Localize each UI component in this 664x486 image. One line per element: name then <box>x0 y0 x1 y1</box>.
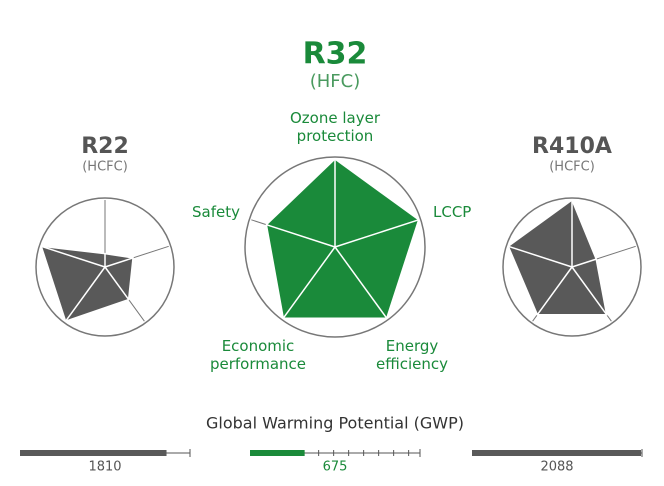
radar-axis-label: Ozone layer protection <box>290 109 381 145</box>
radar-axis-label: Economic performance <box>210 337 306 373</box>
radar-area <box>40 245 134 323</box>
radar-axis-label-line: LCCP <box>433 203 471 221</box>
radar-axis-label-line: Energy <box>386 337 439 355</box>
refrigerant-class: (HCFC) <box>82 160 128 175</box>
radar-inner-line <box>41 245 106 268</box>
radar-inner-line <box>571 258 597 268</box>
radar-frame <box>244 156 426 338</box>
radar-inner-line <box>334 219 419 248</box>
radar-inner-line <box>508 245 573 268</box>
radar-area <box>265 158 420 319</box>
radar-frame <box>35 197 175 337</box>
radar-inner-line <box>104 257 134 268</box>
radar-inner-line <box>536 266 573 316</box>
radar-inner-line <box>282 246 336 319</box>
refrigerant-name: R22 <box>81 134 129 159</box>
gwp-bar <box>250 450 305 456</box>
radar-inner-line <box>334 246 388 319</box>
gwp-bar <box>472 450 642 456</box>
radar-axis-label: LCCP <box>433 203 471 221</box>
radar-frame <box>502 197 642 337</box>
radar-inner-line <box>266 223 336 248</box>
radar-inner-line <box>65 266 106 322</box>
radar-area <box>507 198 608 316</box>
radar-axis-label-line: efficiency <box>376 355 448 373</box>
radar-axis-label-line: Safety <box>192 203 240 221</box>
radar-axis-label: Energy efficiency <box>376 337 448 373</box>
refrigerant-class: (HFC) <box>310 71 361 92</box>
refrigerant-name: R410A <box>532 134 612 159</box>
radar-axis-label-line: Ozone layer <box>290 109 381 127</box>
radar-axis-label-line: Economic <box>222 337 295 355</box>
gwp-value: 675 <box>323 460 348 475</box>
radar-inner-line <box>104 266 130 300</box>
radar-inner-line <box>571 266 608 316</box>
radar-axis-label-line: protection <box>297 127 374 145</box>
gwp-value: 1810 <box>88 460 121 475</box>
refrigerant-class: (HCFC) <box>549 160 595 175</box>
gwp-bar <box>20 450 167 456</box>
gwp-title: Global Warming Potential (GWP) <box>206 414 464 433</box>
refrigerant-name: R32 <box>303 37 368 72</box>
gwp-value: 2088 <box>540 460 573 475</box>
radar-axis-label-line: performance <box>210 355 306 373</box>
radar-axis-label: Safety <box>192 203 240 221</box>
